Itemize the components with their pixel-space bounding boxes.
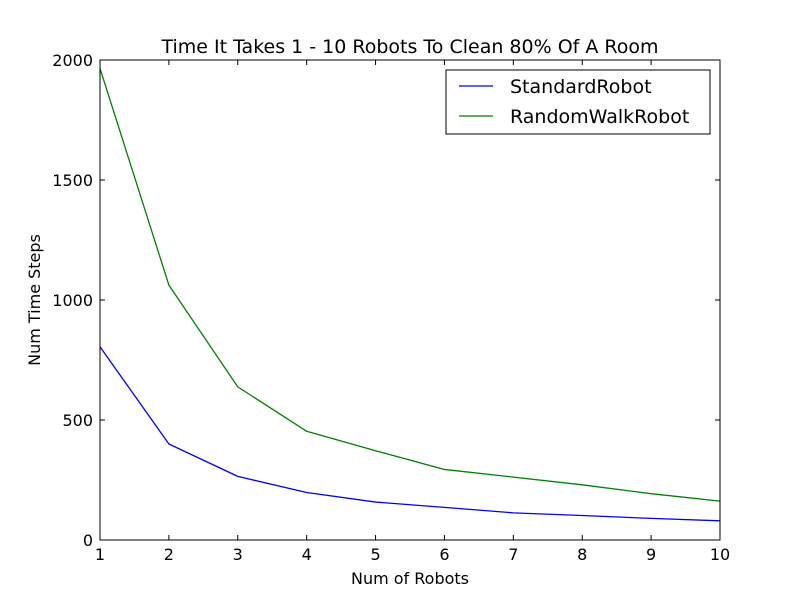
x-tick-label: 3 — [233, 545, 243, 564]
x-tick-label: 7 — [508, 545, 518, 564]
y-axis-title: Num Time Steps — [25, 234, 44, 366]
y-tick-label: 500 — [62, 411, 93, 430]
x-tick-label: 10 — [710, 545, 730, 564]
y-tick-label: 1000 — [52, 291, 93, 310]
x-tick-label: 5 — [370, 545, 380, 564]
y-tick-label: 0 — [83, 531, 93, 550]
legend-label-randomwalkrobot: RandomWalkRobot — [510, 106, 689, 128]
x-tick-label: 4 — [302, 545, 312, 564]
legend: StandardRobot RandomWalkRobot — [445, 69, 711, 135]
x-axis-title: Num of Robots — [351, 569, 469, 588]
x-tick-label: 8 — [577, 545, 587, 564]
series-line-randomwalkrobot — [99, 68, 721, 502]
x-tick-label: 6 — [439, 545, 449, 564]
x-tick-label: 1 — [95, 545, 105, 564]
series-line-standardrobot — [99, 346, 721, 522]
legend-box — [445, 69, 711, 135]
x-tick-label: 2 — [164, 545, 174, 564]
plot-area: 1 2 3 4 5 6 7 8 9 10 0 500 1000 1500 2000 — [52, 51, 730, 564]
chart-title: Time It Takes 1 - 10 Robots To Clean 80%… — [160, 36, 658, 58]
y-tick-label: 1500 — [52, 171, 93, 190]
legend-label-standardrobot: StandardRobot — [510, 76, 652, 98]
y-tick-label: 2000 — [52, 51, 93, 70]
x-tick-label: 9 — [646, 545, 656, 564]
